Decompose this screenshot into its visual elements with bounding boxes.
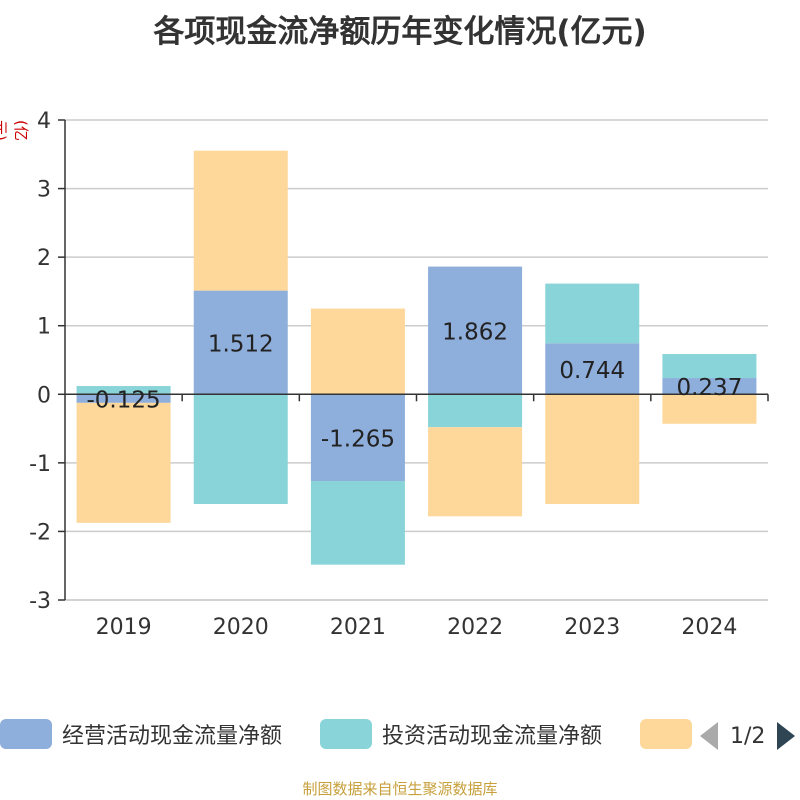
chart-plot: 4 3 2 1 0 -1 -2 -3 2019 2020 2021 2022 2023 2024 -0.12…: [29, 109, 769, 640]
bar-2024-series-1: [662, 354, 757, 379]
source-note: 制图数据来自恒生聚源数据库: [302, 780, 498, 798]
y-tick-label: 4: [37, 109, 51, 134]
bar-2019-series-0: [76, 394, 171, 403]
bar-2022-series-1: [428, 394, 523, 428]
bar-2023-series-0: [545, 343, 640, 395]
bar-2021-series-1: [310, 481, 405, 565]
axes: [58, 119, 769, 601]
legend: 经营活动现金流量净额 投资活动现金流量净额 1/2: [0, 716, 800, 756]
chart-title: 各项现金流净额历年变化情况(亿元): [153, 14, 647, 50]
bar-2019-series-2: [76, 402, 171, 523]
bars: [76, 150, 757, 565]
legend-item-operating[interactable]: 经营活动现金流量净额: [0, 716, 282, 752]
bar-2020-series-0: [193, 290, 288, 395]
legend-swatch-investing: [320, 719, 372, 749]
x-tick-label-2024: 2024: [681, 615, 737, 640]
legend-swatch-financing: [640, 719, 692, 749]
bar-2022-series-2: [428, 427, 523, 517]
bar-2019-series-1: [76, 386, 171, 395]
legend-swatch-operating: [0, 719, 52, 749]
y-tick-label: 2: [37, 246, 51, 271]
x-tick-label-2022: 2022: [447, 615, 503, 640]
bar-2020-series-1: [193, 394, 288, 504]
legend-item-financing[interactable]: [640, 716, 692, 752]
labels: 4 3 2 1 0 -1 -2 -3 2019 2020 2021 2022 2023 2024 -0.12…: [29, 109, 742, 640]
x-tick-label-2020: 2020: [213, 615, 269, 640]
data-label-2020: 1.512: [208, 331, 274, 357]
y-tick-label: -1: [29, 452, 51, 477]
bar-2023-series-1: [545, 283, 640, 344]
data-label-2022: 1.862: [442, 319, 508, 345]
bar-2021-series-2: [310, 308, 405, 395]
bar-2021-series-0: [310, 394, 405, 482]
bar-2020-series-2: [193, 150, 288, 291]
bar-2022-series-0: [428, 266, 523, 395]
y-tick-label: -3: [29, 589, 51, 614]
bar-2023-series-2: [545, 394, 640, 504]
pager-next-icon[interactable]: [777, 722, 796, 750]
legend-label-operating: 经营活动现金流量净额: [62, 724, 283, 749]
legend-pager: 1/2: [700, 718, 796, 754]
data-label-2021: -1.265: [321, 427, 395, 453]
y-tick-label: 0: [37, 383, 51, 408]
data-label-2024: 0.237: [676, 375, 742, 401]
legend-page-indicator: 1/2: [730, 723, 766, 749]
bar-2024-series-2: [662, 394, 757, 424]
pager-prev-icon[interactable]: [700, 722, 718, 750]
data-label-2019: -0.125: [87, 388, 161, 414]
x-tick-label-2019: 2019: [96, 615, 152, 640]
bar-2024-series-0: [662, 378, 757, 395]
data-label-2023: 0.744: [559, 358, 625, 384]
y-tick-label: 3: [37, 178, 51, 203]
y-tick-label: -2: [29, 520, 51, 545]
gridlines: [65, 119, 768, 601]
legend-label-investing: 投资活动现金流量净额: [382, 724, 603, 749]
x-tick-label-2023: 2023: [564, 615, 620, 640]
legend-item-investing[interactable]: 投资活动现金流量净额: [320, 716, 602, 752]
x-tick-label-2021: 2021: [330, 615, 386, 640]
y-tick-label: 1: [37, 315, 51, 340]
